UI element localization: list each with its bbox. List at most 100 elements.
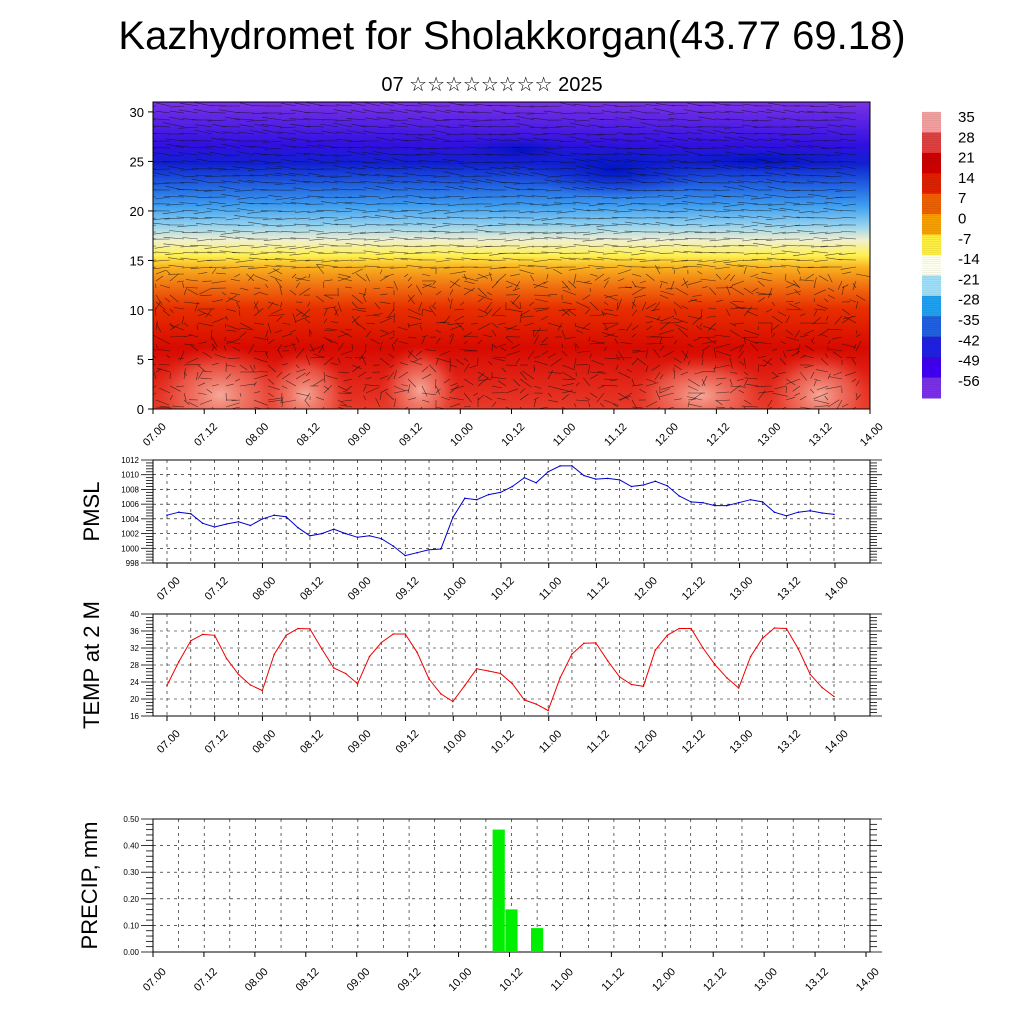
xsec-x-tick-label: 09.00 xyxy=(346,421,374,449)
temp-point xyxy=(809,673,811,676)
wind-vectors xyxy=(153,102,870,409)
xsec-x-tick-label: 08.00 xyxy=(243,421,271,449)
temp-point xyxy=(356,682,359,685)
xsec-y-tick-label: 15 xyxy=(130,253,144,268)
y-axis-title: TEMP at 2 M xyxy=(79,601,104,729)
axis-ticks xyxy=(141,818,882,953)
colorbar-swatch xyxy=(922,255,941,276)
pmsl-point xyxy=(237,521,240,523)
pmsl-point xyxy=(606,477,609,480)
y-tick-label: 32 xyxy=(130,644,139,653)
x-tick-label: 11.00 xyxy=(537,728,564,755)
colorbar-label: -7 xyxy=(958,231,971,248)
x-tick-label: 08.12 xyxy=(298,575,326,603)
xsec-x-tick-label: 11.00 xyxy=(551,421,578,448)
temp-point xyxy=(511,682,514,685)
x-tick-label: 13.12 xyxy=(803,966,831,994)
colorbar-swatch xyxy=(922,173,941,195)
x-tick-label: 13.12 xyxy=(775,728,803,756)
x-tick-label: 10.12 xyxy=(489,575,517,603)
temp-point xyxy=(464,684,466,687)
y-axis-title: PRECIP, mm xyxy=(77,822,102,950)
x-tick-label: 12.12 xyxy=(680,728,708,756)
x-tick-label: 08.00 xyxy=(243,966,271,994)
pmsl-point xyxy=(213,526,216,528)
temp-point xyxy=(166,684,168,687)
temp-point xyxy=(487,670,490,672)
x-tick-label: 09.00 xyxy=(345,966,373,994)
pmsl-point xyxy=(595,478,597,480)
temp-point xyxy=(249,684,252,686)
temp-point xyxy=(333,667,335,669)
pmsl-point xyxy=(333,528,335,530)
grid xyxy=(153,614,870,716)
temp-point xyxy=(535,703,537,705)
cold-core xyxy=(660,148,860,172)
temp-point xyxy=(499,672,502,675)
xsec-x-tick-label: 11.12 xyxy=(602,421,629,448)
temp-point xyxy=(749,655,752,658)
colorbar-label: 14 xyxy=(958,170,975,187)
colorbar-swatch xyxy=(922,295,941,317)
x-tick-label: 10.00 xyxy=(446,966,474,994)
temp-point xyxy=(392,633,395,635)
x-tick-label: 12.00 xyxy=(650,966,678,994)
temp-point xyxy=(690,627,692,630)
x-tick-label: 12.00 xyxy=(632,728,660,756)
temp-point xyxy=(785,627,788,630)
colorbar-swatch xyxy=(922,357,941,379)
pmsl-point xyxy=(833,513,835,516)
y-tick-label: 998 xyxy=(126,559,140,568)
xsec-y-tick-label: 10 xyxy=(130,303,144,318)
x-tick-label: 07.00 xyxy=(155,575,183,603)
xsec-x-tick-label: 10.12 xyxy=(499,421,527,449)
temp-point xyxy=(618,676,621,678)
xsec-x-tick-label: 14.00 xyxy=(858,421,886,449)
temp-point xyxy=(714,663,716,666)
axis-ticks xyxy=(141,459,882,564)
xsec-x-tick-label: 12.00 xyxy=(653,421,681,449)
temp-point xyxy=(273,653,276,656)
chart-subtitle: 07 ☆☆☆☆☆☆☆☆ 2025 xyxy=(381,74,603,96)
x-tick-label: 08.00 xyxy=(250,728,278,756)
y-tick-label: 40 xyxy=(130,610,139,619)
pmsl-point xyxy=(547,471,549,473)
precip-bar xyxy=(531,928,544,952)
x-tick-label: 11.00 xyxy=(549,966,576,993)
temp-point xyxy=(797,648,800,650)
y-tick-label: 0.40 xyxy=(123,842,139,851)
x-tick-label: 11.12 xyxy=(585,728,612,755)
pmsl-point xyxy=(261,518,264,520)
temp-point xyxy=(368,655,371,658)
x-tick-label: 14.00 xyxy=(823,575,851,603)
pmsl-point xyxy=(737,501,740,504)
temp-point xyxy=(571,653,573,655)
pmsl-point xyxy=(797,511,800,513)
xsec-y-tick-label: 25 xyxy=(130,154,144,169)
pmsl-point xyxy=(702,501,704,504)
x-tick-label: 09.00 xyxy=(346,728,374,756)
colorbar-label: -56 xyxy=(958,373,980,390)
colorbar: 35 28 21 14 7 0 -7 -14 -21 -28 -35 -42 -49 -56 xyxy=(922,109,980,399)
pmsl-point xyxy=(201,522,204,525)
temp-point xyxy=(237,673,240,676)
x-tick-label: 07.12 xyxy=(192,966,220,994)
temp-point xyxy=(666,634,669,637)
colorbar-label: -35 xyxy=(958,312,980,329)
pmsl-point xyxy=(726,504,728,507)
xsec-x-tick-label: 12.12 xyxy=(704,421,732,449)
colorbar-label: -49 xyxy=(958,353,980,370)
colorbar-swatch xyxy=(922,377,941,399)
temp-point xyxy=(595,642,597,644)
xsec-x-tick-label: 10.00 xyxy=(448,421,476,449)
colorbar-swatch xyxy=(922,234,941,256)
pmsl-point xyxy=(535,482,537,484)
pmsl-point xyxy=(666,485,669,487)
pmsl-point xyxy=(487,493,490,496)
pmsl-point xyxy=(654,480,657,483)
pmsl-point xyxy=(678,495,680,497)
temp-point xyxy=(547,709,549,712)
pmsl-point xyxy=(749,498,752,501)
colorbar-swatch xyxy=(922,316,941,338)
